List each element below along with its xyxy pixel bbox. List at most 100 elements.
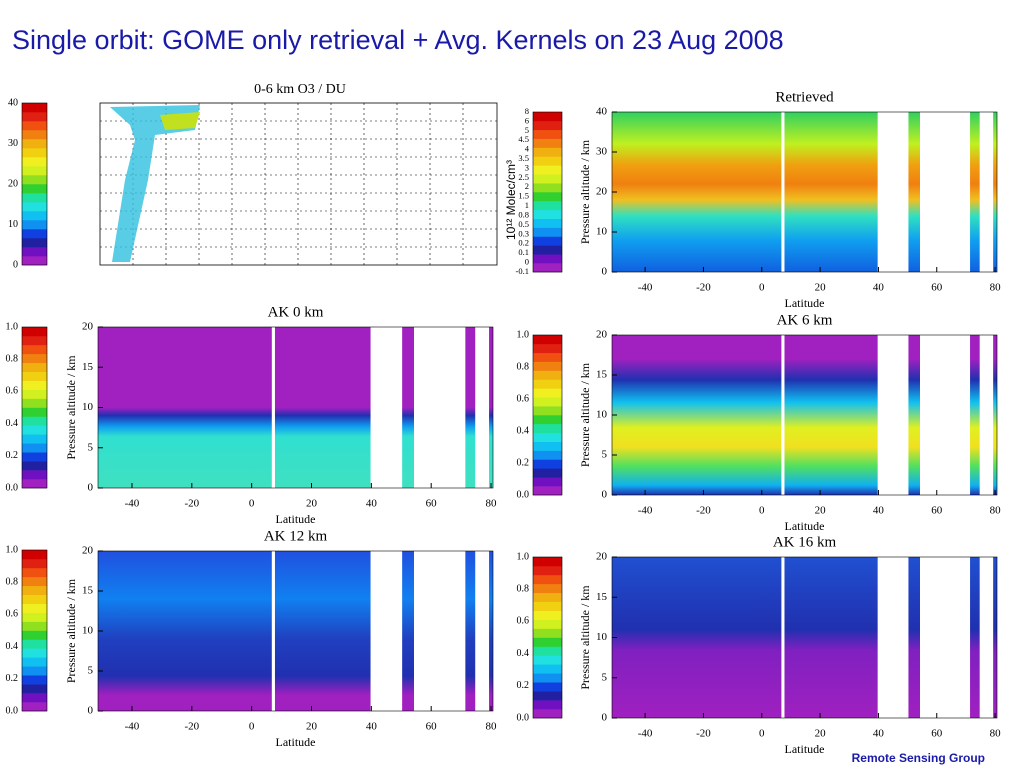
colorbar-frame <box>21 549 48 712</box>
y-tick-label: 40 <box>596 106 608 118</box>
colorbar-cell <box>22 175 47 185</box>
colorbar-tick-label: 0.6 <box>6 609 19 620</box>
colorbar-tick-label: 1.0 <box>6 544 19 555</box>
colorbar-tick-label: 1.0 <box>517 551 530 562</box>
colorbar-tick-label: 0.8 <box>517 583 530 594</box>
colorbar-tick-label: 1.5 <box>518 191 529 201</box>
colorbar-cell <box>533 192 562 202</box>
colorbar-cell <box>22 675 47 685</box>
colorbar-tick-label: 1.0 <box>517 329 530 340</box>
colorbar-cell <box>22 398 47 408</box>
y-axis-label: Pressure altitude / km <box>64 578 78 683</box>
y-tick-label: 20 <box>596 186 608 198</box>
y-axis-label: Pressure altitude / km <box>578 362 592 467</box>
colorbar-cell <box>533 112 562 122</box>
y-tick-label: 5 <box>88 665 94 677</box>
colorbar-cell <box>22 238 47 248</box>
colorbar-cell <box>22 362 47 373</box>
colorbar-cell <box>22 594 47 604</box>
colorbar-cell <box>533 254 562 264</box>
colorbar-tick-label: 8 <box>525 106 529 116</box>
x-axis-label: Latitude <box>785 742 825 756</box>
colorbar-cell <box>533 682 562 692</box>
colorbar-tick-label: 6 <box>525 115 529 125</box>
colorbar-tick-label: 0.4 <box>517 648 530 659</box>
colorbar-tick-label: 0.0 <box>517 712 530 723</box>
colorbar-cell <box>533 218 562 228</box>
colorbar-cell <box>22 344 47 355</box>
colorbar-cell <box>533 557 562 567</box>
data-gap <box>271 327 275 488</box>
colorbar-cell <box>22 558 47 569</box>
x-axis-label: Latitude <box>276 735 316 749</box>
map-title: 0-6 km O3 / DU <box>254 82 346 97</box>
x-tick-label: -40 <box>125 721 140 733</box>
data-gap <box>475 327 490 488</box>
footer: Remote Sensing Group <box>852 751 985 765</box>
x-tick-label: -40 <box>638 728 653 740</box>
colorbar-cell <box>533 406 562 416</box>
colorbar-cell <box>533 388 562 398</box>
colorbar-cell <box>22 416 47 426</box>
colorbar-cell <box>533 361 562 371</box>
colorbar-cell <box>22 603 47 613</box>
data-gap <box>271 551 275 711</box>
colorbar-cell <box>533 450 562 460</box>
colorbar-cell <box>533 592 562 603</box>
colorbar-tick-label: 4 <box>525 144 530 154</box>
x-tick-label: 0 <box>759 505 765 517</box>
colorbar-cell <box>22 479 47 489</box>
colorbar-cell <box>533 263 562 273</box>
colorbar-cell <box>533 619 562 629</box>
colorbar-cell <box>533 138 562 148</box>
y-axis-label: Pressure altitude / km <box>578 139 592 244</box>
colorbar-cell <box>22 211 47 221</box>
colorbar-cell <box>22 130 47 140</box>
colorbar-frame <box>532 556 563 719</box>
x-tick-label: -20 <box>696 282 711 294</box>
colorbar-cell <box>533 200 562 211</box>
x-tick-label: -40 <box>638 282 653 294</box>
colorbar-tick-label: 0.8 <box>517 361 530 372</box>
colorbar-tick-label: 0.8 <box>6 576 19 587</box>
colorbar-frame <box>532 111 563 273</box>
colorbar-cell <box>533 646 562 656</box>
colorbar-cell <box>533 245 562 255</box>
colorbar-tick-label: 0.2 <box>6 673 19 684</box>
x-tick-label: -20 <box>184 721 199 733</box>
colorbar-tick-label: 0.2 <box>517 457 530 468</box>
colorbar-frame <box>532 334 563 496</box>
colorbar-cell <box>22 639 47 649</box>
y-tick-label: 20 <box>596 551 608 563</box>
colorbar-cell <box>22 576 47 587</box>
y-tick-label: 0 <box>602 266 608 278</box>
data-gap <box>370 327 403 488</box>
colorbar-cell <box>533 415 562 425</box>
y-tick-label: 0 <box>88 705 94 717</box>
x-axis-label: Latitude <box>785 519 825 533</box>
colorbar-tick-label: 20 <box>8 178 18 189</box>
colorbar-tick-label: 4.5 <box>518 134 529 144</box>
colorbar-cell <box>533 628 562 638</box>
data-gap <box>920 335 971 495</box>
x-tick-label: 20 <box>815 728 827 740</box>
colorbar-cell <box>533 441 562 451</box>
colorbar-cell <box>533 709 562 719</box>
colorbar-tick-label: -0.1 <box>516 266 529 276</box>
x-tick-label: 60 <box>426 721 438 733</box>
x-tick-label: 20 <box>815 282 827 294</box>
x-tick-label: -20 <box>696 728 711 740</box>
colorbar-cell <box>22 434 47 444</box>
data-gap <box>370 551 403 711</box>
colorbar-cell <box>22 193 47 203</box>
colorbar-cell <box>533 174 562 184</box>
colorbar-tick-label: 0.0 <box>6 705 19 716</box>
colorbar-tick-label: 0 <box>525 257 529 267</box>
colorbar-frame <box>21 326 48 489</box>
colorbar-cell <box>22 452 47 462</box>
x-tick-label: 40 <box>366 721 378 733</box>
colorbar-cell <box>533 165 562 175</box>
colorbar-cell <box>533 352 562 362</box>
colorbar-frame <box>21 102 48 266</box>
